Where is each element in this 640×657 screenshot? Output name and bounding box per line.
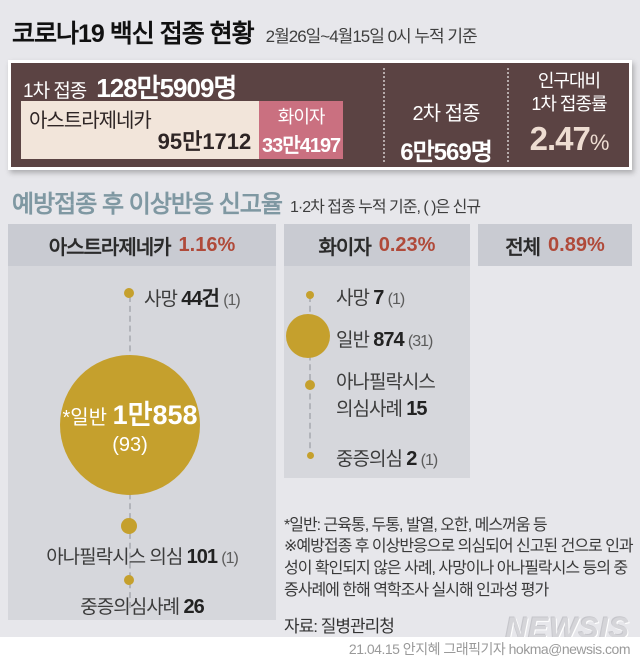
footnote-general: *일반: 근육통, 두통, 발열, 오한, 메스꺼움 등 — [284, 517, 548, 534]
anaphylaxis-value: 101 — [186, 546, 218, 568]
pf-general-item: 일반 874 (31) — [336, 325, 433, 352]
total-column-name: 전체 — [505, 236, 541, 259]
astrazeneca-column-name: 아스트라제네카 — [48, 236, 172, 259]
az-general-line1: *일반 1만858 — [62, 393, 197, 432]
severe-label: 중증의심 — [336, 449, 403, 470]
severe-value: 2 — [406, 448, 417, 470]
first-dose-value: 128만5909명 — [96, 73, 237, 103]
period-label: 2월26일~4월15일 0시 누적 기준 — [265, 27, 478, 46]
general-prefix: *일반 — [62, 407, 108, 429]
rate-value: 2.47% — [511, 120, 627, 158]
pfizer-column-name: 화이자 — [318, 236, 372, 259]
death-new: (1) — [387, 291, 406, 308]
anaphylaxis-label: 아나필락시스 의심 — [46, 547, 183, 568]
death-new: (1) — [223, 292, 241, 309]
pfizer-label: 화이자 — [277, 106, 326, 127]
pf-death-item: 사망 7 (1) — [336, 283, 406, 310]
rate-unit: % — [589, 130, 610, 155]
general-new: (31) — [407, 333, 433, 350]
rate-label-line1: 인구대비 — [537, 71, 601, 91]
death-label: 사망 — [336, 288, 370, 309]
credit-bar: 21.04.15 안지혜 그래픽기자 hokma@newsis.com — [0, 637, 640, 657]
severe-value: 26 — [183, 596, 204, 618]
vaccine-share-bar: 아스트라제네카 95만1712 화이자 33만4197 — [21, 101, 343, 159]
pfizer-bar-segment: 화이자 33만4197 — [259, 101, 343, 159]
severe-dot — [307, 452, 314, 459]
anaphylaxis-new: (1) — [221, 550, 239, 567]
second-dose-label: 2차 접종 — [412, 103, 481, 125]
general-label: 일반 — [336, 330, 370, 351]
az-anaphylaxis-item: 아나필락시스 의심 101 (1) — [8, 542, 276, 569]
reactions-section-header: 예방접종 후 이상반응 신고율 1·2차 접종 누적 기준, ( )은 신규 — [12, 184, 481, 219]
section-title: 예방접종 후 이상반응 신고율 — [12, 191, 283, 218]
astrazeneca-report-rate: 1.16% — [178, 233, 236, 256]
astrazeneca-bar-segment: 아스트라제네카 95만1712 — [21, 101, 260, 159]
total-report-rate: 0.89% — [548, 233, 605, 256]
population-rate-block: 인구대비 1차 접종률 2.47% — [511, 70, 627, 158]
az-general-new: (93) — [112, 434, 148, 456]
anaphylaxis-dot — [305, 380, 315, 390]
header: 코로나19 백신 접종 현황 2월26일~4월15일 0시 누적 기준 — [12, 14, 478, 50]
rate-label-line2: 1차 접종률 — [531, 94, 607, 114]
general-value: 874 — [373, 329, 404, 351]
anaphylaxis-value: 15 — [406, 398, 427, 420]
astrazeneca-label: 아스트라제네카 — [29, 110, 152, 132]
vaccination-summary-box: 1차 접종 128만5909명 아스트라제네카 95만1712 화이자 33만4… — [8, 60, 632, 170]
death-dot — [306, 291, 314, 299]
anaphylaxis-dot — [121, 518, 137, 534]
first-dose-label: 1차 접종 — [23, 81, 87, 102]
severe-dot — [124, 575, 134, 585]
death-dot — [124, 288, 134, 298]
column-header-pfizer: 화이자 0.23% — [284, 224, 470, 266]
dotted-divider — [507, 68, 509, 162]
pf-severe-item: 중증의심 2 (1) — [336, 444, 439, 471]
pfizer-report-rate: 0.23% — [378, 233, 436, 256]
second-dose-value: 6만569명 — [400, 139, 493, 166]
anaphylaxis-label-line1: 아나필락시스 — [336, 372, 436, 393]
astrazeneca-value: 95만1712 — [157, 129, 252, 154]
anaphylaxis-label-line2: 의심사례 — [336, 399, 403, 420]
death-value: 7 — [373, 287, 384, 309]
column-header-astrazeneca: 아스트라제네카 1.16% — [8, 224, 276, 266]
death-label: 사망 — [144, 289, 178, 310]
astrazeneca-panel: 사망 44건 (1) *일반 1만858 (93) 아나필락시스 의심 101 … — [8, 266, 276, 620]
dotted-divider — [383, 68, 385, 162]
severe-label: 중증의심사례 — [80, 597, 180, 618]
az-death-item: 사망 44건 (1) — [144, 282, 241, 311]
data-source: 자료: 질병관리청 — [284, 617, 395, 636]
az-general-bubble: *일반 1만858 (93) — [60, 355, 200, 495]
pf-anaphylaxis-item: 아나필락시스 의심사례 15 — [336, 369, 436, 423]
death-value: 44건 — [181, 288, 220, 310]
severe-new: (1) — [420, 452, 439, 469]
section-subtitle: 1·2차 접종 누적 기준, ( )은 신규 — [289, 199, 481, 216]
az-severe-item: 중증의심사례 26 — [8, 592, 276, 619]
pfizer-panel: 사망 7 (1) 일반 874 (31) 아나필락시스 의심사례 15 중증의심… — [284, 266, 470, 478]
general-value: 1만858 — [112, 400, 198, 430]
column-header-total: 전체 0.89% — [478, 224, 632, 266]
connector-dashed-line — [309, 296, 311, 458]
first-dose-row: 1차 접종 128만5909명 — [23, 68, 237, 105]
byline-credit: 21.04.15 안지혜 그래픽기자 hokma@newsis.com — [348, 641, 631, 657]
rate-number: 2.47 — [529, 120, 591, 157]
page-title: 코로나19 백신 접종 현황 — [12, 20, 255, 48]
pf-general-bubble — [286, 314, 330, 358]
pfizer-value: 33만4197 — [262, 134, 341, 157]
second-dose-block: 2차 접종 6만569명 — [387, 97, 505, 167]
footnote-disclaimer: ※예방접종 후 이상반응으로 의심되어 신고된 건으로 인과성이 확인되지 않은… — [284, 538, 634, 599]
